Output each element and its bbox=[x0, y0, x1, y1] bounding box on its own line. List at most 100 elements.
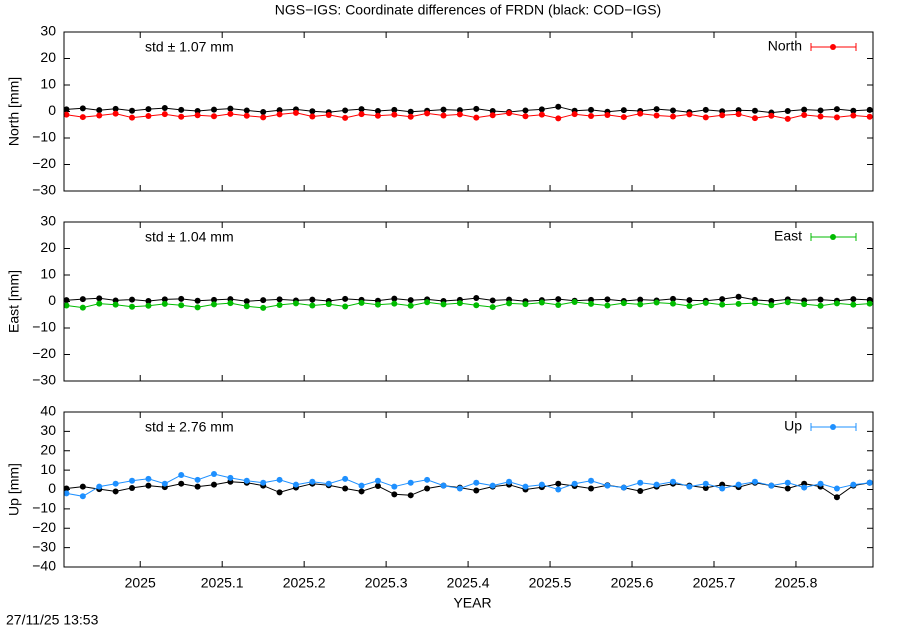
data-point bbox=[866, 300, 873, 307]
data-point bbox=[292, 300, 299, 307]
data-point bbox=[555, 103, 562, 110]
data-point bbox=[161, 111, 168, 118]
data-point bbox=[506, 110, 513, 117]
data-point bbox=[374, 107, 381, 114]
chart-title: NGS−IGS: Coordinate differences of FRDN … bbox=[275, 2, 661, 18]
data-point bbox=[407, 297, 414, 304]
data-point bbox=[424, 485, 431, 492]
data-point bbox=[391, 491, 398, 498]
y-tick-label: −20 bbox=[32, 519, 56, 535]
data-point bbox=[424, 110, 431, 117]
data-point bbox=[702, 484, 709, 491]
data-point bbox=[555, 115, 562, 122]
data-point bbox=[210, 471, 217, 477]
data-point bbox=[440, 106, 447, 113]
data-point bbox=[850, 296, 857, 303]
data-point bbox=[96, 300, 103, 307]
data-point bbox=[850, 107, 857, 114]
data-point bbox=[407, 108, 414, 115]
data-point bbox=[440, 301, 447, 308]
y-tick-label: −30 bbox=[32, 372, 56, 388]
data-point bbox=[407, 492, 414, 499]
data-point bbox=[309, 302, 316, 309]
data-point bbox=[63, 490, 70, 497]
data-point bbox=[129, 114, 136, 121]
data-point bbox=[145, 106, 152, 113]
data-point bbox=[473, 302, 480, 309]
x-tick-label: 2025.3 bbox=[365, 575, 408, 591]
y-tick-label: −10 bbox=[32, 319, 56, 335]
data-point bbox=[407, 479, 414, 486]
y-tick-label: 30 bbox=[40, 422, 56, 438]
data-point bbox=[456, 485, 463, 492]
data-point bbox=[407, 302, 414, 309]
data-point bbox=[79, 493, 86, 500]
data-point bbox=[620, 114, 627, 121]
data-point bbox=[325, 111, 332, 118]
y-tick-label: 0 bbox=[48, 480, 56, 496]
data-point bbox=[538, 481, 545, 488]
data-point bbox=[817, 480, 824, 487]
data-point bbox=[227, 105, 234, 112]
data-point bbox=[588, 477, 595, 484]
data-point bbox=[702, 480, 709, 487]
data-point bbox=[276, 301, 283, 308]
y-tick-label: 30 bbox=[40, 23, 56, 39]
series-line bbox=[66, 481, 870, 498]
y-tick-label: −40 bbox=[32, 558, 56, 574]
data-point bbox=[194, 483, 201, 490]
data-point bbox=[243, 303, 250, 310]
data-point bbox=[866, 106, 873, 113]
data-point bbox=[194, 297, 201, 304]
data-point bbox=[686, 483, 693, 490]
data-point bbox=[768, 482, 775, 489]
data-point bbox=[79, 114, 86, 121]
data-point bbox=[342, 485, 349, 492]
data-point bbox=[161, 480, 168, 487]
data-point bbox=[801, 301, 808, 308]
series-line bbox=[66, 296, 870, 302]
data-point bbox=[473, 105, 480, 112]
y-tick-label: 40 bbox=[40, 403, 56, 419]
data-point bbox=[79, 304, 86, 311]
series-line bbox=[66, 112, 870, 120]
data-point bbox=[309, 478, 316, 485]
y-axis-label: East [mm] bbox=[6, 270, 22, 333]
data-point bbox=[260, 109, 267, 116]
data-point bbox=[670, 478, 677, 485]
data-point bbox=[129, 296, 136, 303]
data-point bbox=[850, 481, 857, 488]
data-point bbox=[227, 300, 234, 307]
data-point bbox=[489, 112, 496, 119]
data-point bbox=[407, 113, 414, 120]
data-point bbox=[686, 303, 693, 310]
data-point bbox=[79, 105, 86, 112]
data-point bbox=[342, 303, 349, 310]
x-tick-label: 2025.8 bbox=[775, 575, 818, 591]
data-point bbox=[96, 295, 103, 302]
data-point bbox=[358, 299, 365, 306]
data-point bbox=[604, 111, 611, 118]
data-point bbox=[637, 488, 644, 495]
data-point bbox=[325, 301, 332, 308]
data-point bbox=[670, 107, 677, 114]
x-tick-label: 2025.6 bbox=[611, 575, 654, 591]
data-point bbox=[817, 113, 824, 120]
data-point bbox=[686, 297, 693, 304]
data-point bbox=[637, 301, 644, 308]
data-point bbox=[424, 299, 431, 306]
y-tick-label: −30 bbox=[32, 538, 56, 554]
legend-label: Up bbox=[784, 418, 802, 434]
data-point bbox=[866, 479, 873, 486]
data-point bbox=[227, 474, 234, 481]
data-point bbox=[260, 304, 267, 311]
data-point bbox=[63, 106, 70, 113]
data-point bbox=[538, 111, 545, 118]
data-point bbox=[96, 112, 103, 119]
data-point bbox=[784, 299, 791, 306]
data-point bbox=[424, 476, 431, 483]
data-point bbox=[571, 111, 578, 118]
data-point bbox=[670, 295, 677, 302]
legend-label: North bbox=[768, 38, 802, 54]
